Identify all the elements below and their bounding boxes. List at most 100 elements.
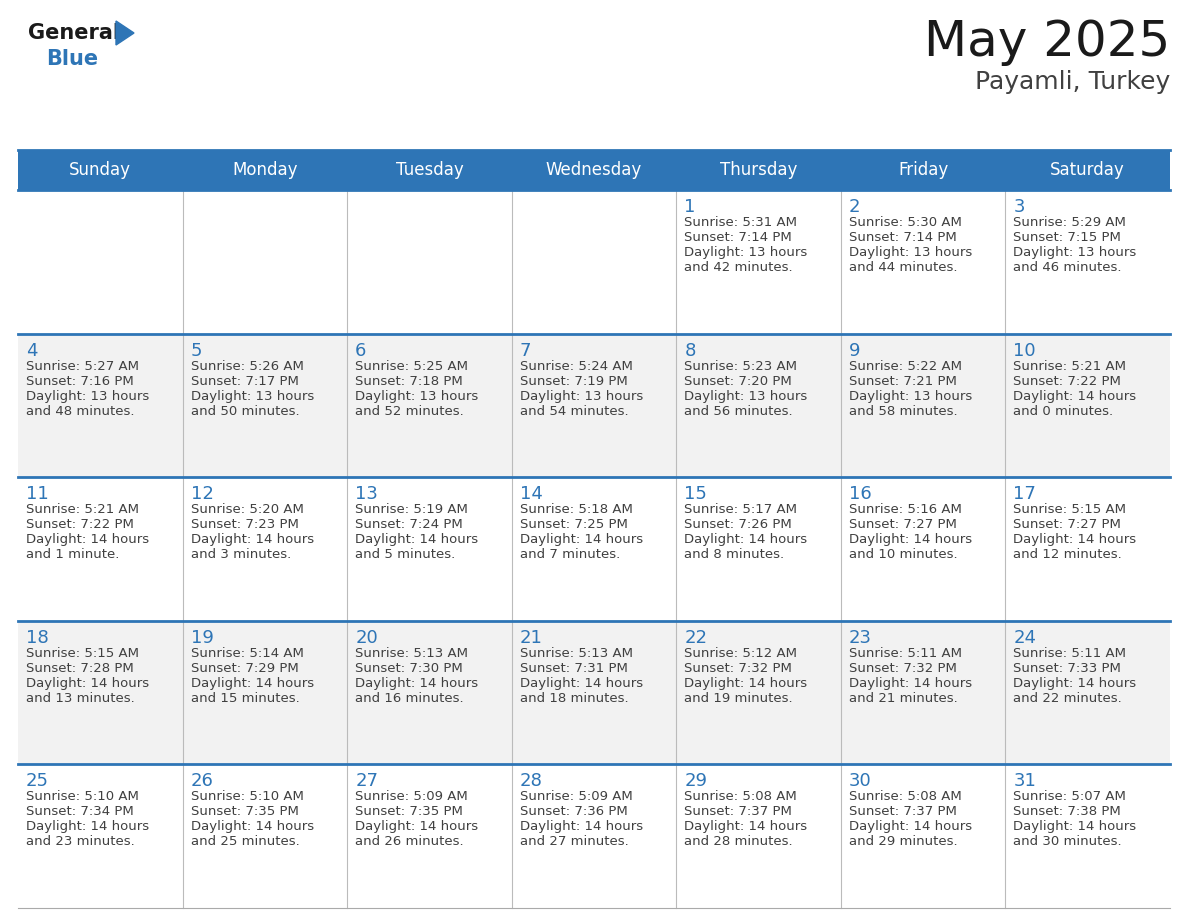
Text: Sunset: 7:15 PM: Sunset: 7:15 PM <box>1013 231 1121 244</box>
Text: 5: 5 <box>190 341 202 360</box>
Text: 15: 15 <box>684 486 707 503</box>
Text: Sunset: 7:38 PM: Sunset: 7:38 PM <box>1013 805 1121 819</box>
Text: and 44 minutes.: and 44 minutes. <box>849 261 958 274</box>
Text: General: General <box>29 23 120 43</box>
Text: 7: 7 <box>519 341 531 360</box>
Text: Daylight: 13 hours: Daylight: 13 hours <box>355 389 479 403</box>
Text: Daylight: 14 hours: Daylight: 14 hours <box>519 533 643 546</box>
Text: Daylight: 13 hours: Daylight: 13 hours <box>1013 246 1137 259</box>
Text: 26: 26 <box>190 772 214 790</box>
Text: 8: 8 <box>684 341 696 360</box>
Polygon shape <box>116 21 134 45</box>
Text: and 46 minutes.: and 46 minutes. <box>1013 261 1121 274</box>
Text: Daylight: 14 hours: Daylight: 14 hours <box>684 677 808 689</box>
Text: Sunrise: 5:10 AM: Sunrise: 5:10 AM <box>190 790 303 803</box>
Text: and 13 minutes.: and 13 minutes. <box>26 692 134 705</box>
Text: Thursday: Thursday <box>720 161 797 179</box>
Text: Friday: Friday <box>898 161 948 179</box>
Text: Daylight: 14 hours: Daylight: 14 hours <box>355 677 479 689</box>
Text: Daylight: 13 hours: Daylight: 13 hours <box>684 389 808 403</box>
Text: Sunrise: 5:14 AM: Sunrise: 5:14 AM <box>190 647 303 660</box>
Text: Sunset: 7:33 PM: Sunset: 7:33 PM <box>1013 662 1121 675</box>
Text: Daylight: 14 hours: Daylight: 14 hours <box>849 821 972 834</box>
Text: and 27 minutes.: and 27 minutes. <box>519 835 628 848</box>
Text: Daylight: 13 hours: Daylight: 13 hours <box>519 389 643 403</box>
Text: Sunset: 7:35 PM: Sunset: 7:35 PM <box>190 805 298 819</box>
Text: Saturday: Saturday <box>1050 161 1125 179</box>
Text: Sunrise: 5:08 AM: Sunrise: 5:08 AM <box>684 790 797 803</box>
Text: Daylight: 14 hours: Daylight: 14 hours <box>849 677 972 689</box>
Text: Sunset: 7:16 PM: Sunset: 7:16 PM <box>26 375 134 387</box>
Text: and 18 minutes.: and 18 minutes. <box>519 692 628 705</box>
Text: Sunset: 7:37 PM: Sunset: 7:37 PM <box>684 805 792 819</box>
Text: Sunrise: 5:26 AM: Sunrise: 5:26 AM <box>190 360 303 373</box>
Bar <box>18 150 1170 190</box>
Text: 11: 11 <box>26 486 49 503</box>
Text: Daylight: 14 hours: Daylight: 14 hours <box>1013 677 1137 689</box>
Text: 1: 1 <box>684 198 696 216</box>
Text: Sunrise: 5:08 AM: Sunrise: 5:08 AM <box>849 790 961 803</box>
Text: Sunrise: 5:07 AM: Sunrise: 5:07 AM <box>1013 790 1126 803</box>
Text: May 2025: May 2025 <box>924 18 1170 66</box>
Text: Sunset: 7:35 PM: Sunset: 7:35 PM <box>355 805 463 819</box>
Text: Daylight: 14 hours: Daylight: 14 hours <box>190 677 314 689</box>
Text: Sunset: 7:36 PM: Sunset: 7:36 PM <box>519 805 627 819</box>
Text: and 10 minutes.: and 10 minutes. <box>849 548 958 561</box>
Text: 14: 14 <box>519 486 543 503</box>
Text: Sunset: 7:31 PM: Sunset: 7:31 PM <box>519 662 627 675</box>
Text: Daylight: 14 hours: Daylight: 14 hours <box>26 677 150 689</box>
Text: 30: 30 <box>849 772 872 790</box>
Text: and 52 minutes.: and 52 minutes. <box>355 405 463 418</box>
Text: Daylight: 14 hours: Daylight: 14 hours <box>190 533 314 546</box>
Text: 25: 25 <box>26 772 49 790</box>
Bar <box>18 621 1170 765</box>
Text: Sunrise: 5:16 AM: Sunrise: 5:16 AM <box>849 503 962 516</box>
Text: 31: 31 <box>1013 772 1036 790</box>
Text: Sunset: 7:27 PM: Sunset: 7:27 PM <box>1013 518 1121 532</box>
Text: Sunrise: 5:20 AM: Sunrise: 5:20 AM <box>190 503 303 516</box>
Text: 19: 19 <box>190 629 214 647</box>
Text: 23: 23 <box>849 629 872 647</box>
Text: Sunset: 7:20 PM: Sunset: 7:20 PM <box>684 375 792 387</box>
Text: and 21 minutes.: and 21 minutes. <box>849 692 958 705</box>
Text: Sunrise: 5:15 AM: Sunrise: 5:15 AM <box>1013 503 1126 516</box>
Text: Daylight: 14 hours: Daylight: 14 hours <box>684 821 808 834</box>
Text: Sunrise: 5:21 AM: Sunrise: 5:21 AM <box>1013 360 1126 373</box>
Text: Sunset: 7:17 PM: Sunset: 7:17 PM <box>190 375 298 387</box>
Text: Sunrise: 5:13 AM: Sunrise: 5:13 AM <box>355 647 468 660</box>
Text: Sunset: 7:14 PM: Sunset: 7:14 PM <box>684 231 792 244</box>
Text: Sunrise: 5:27 AM: Sunrise: 5:27 AM <box>26 360 139 373</box>
Text: Daylight: 14 hours: Daylight: 14 hours <box>26 821 150 834</box>
Text: Daylight: 13 hours: Daylight: 13 hours <box>26 389 150 403</box>
Text: Daylight: 13 hours: Daylight: 13 hours <box>849 389 972 403</box>
Text: Sunset: 7:24 PM: Sunset: 7:24 PM <box>355 518 463 532</box>
Text: Sunday: Sunday <box>69 161 132 179</box>
Text: Sunset: 7:22 PM: Sunset: 7:22 PM <box>1013 375 1121 387</box>
Text: Sunset: 7:18 PM: Sunset: 7:18 PM <box>355 375 463 387</box>
Text: 10: 10 <box>1013 341 1036 360</box>
Text: Payamli, Turkey: Payamli, Turkey <box>974 70 1170 94</box>
Text: and 42 minutes.: and 42 minutes. <box>684 261 792 274</box>
Text: Sunset: 7:32 PM: Sunset: 7:32 PM <box>849 662 956 675</box>
Text: Sunset: 7:21 PM: Sunset: 7:21 PM <box>849 375 956 387</box>
Text: Sunrise: 5:22 AM: Sunrise: 5:22 AM <box>849 360 962 373</box>
Text: Sunset: 7:26 PM: Sunset: 7:26 PM <box>684 518 792 532</box>
Text: and 29 minutes.: and 29 minutes. <box>849 835 958 848</box>
Text: Sunset: 7:14 PM: Sunset: 7:14 PM <box>849 231 956 244</box>
Text: and 0 minutes.: and 0 minutes. <box>1013 405 1113 418</box>
Text: Sunrise: 5:09 AM: Sunrise: 5:09 AM <box>355 790 468 803</box>
Text: Sunset: 7:27 PM: Sunset: 7:27 PM <box>849 518 956 532</box>
Text: Sunrise: 5:13 AM: Sunrise: 5:13 AM <box>519 647 633 660</box>
Text: and 15 minutes.: and 15 minutes. <box>190 692 299 705</box>
Text: Daylight: 14 hours: Daylight: 14 hours <box>849 533 972 546</box>
Text: Sunrise: 5:11 AM: Sunrise: 5:11 AM <box>1013 647 1126 660</box>
Text: Sunrise: 5:11 AM: Sunrise: 5:11 AM <box>849 647 962 660</box>
Text: 9: 9 <box>849 341 860 360</box>
Text: Daylight: 14 hours: Daylight: 14 hours <box>1013 821 1137 834</box>
Text: Sunset: 7:34 PM: Sunset: 7:34 PM <box>26 805 134 819</box>
Text: Sunset: 7:30 PM: Sunset: 7:30 PM <box>355 662 463 675</box>
Bar <box>18 765 1170 908</box>
Text: and 5 minutes.: and 5 minutes. <box>355 548 455 561</box>
Text: Sunrise: 5:19 AM: Sunrise: 5:19 AM <box>355 503 468 516</box>
Text: and 54 minutes.: and 54 minutes. <box>519 405 628 418</box>
